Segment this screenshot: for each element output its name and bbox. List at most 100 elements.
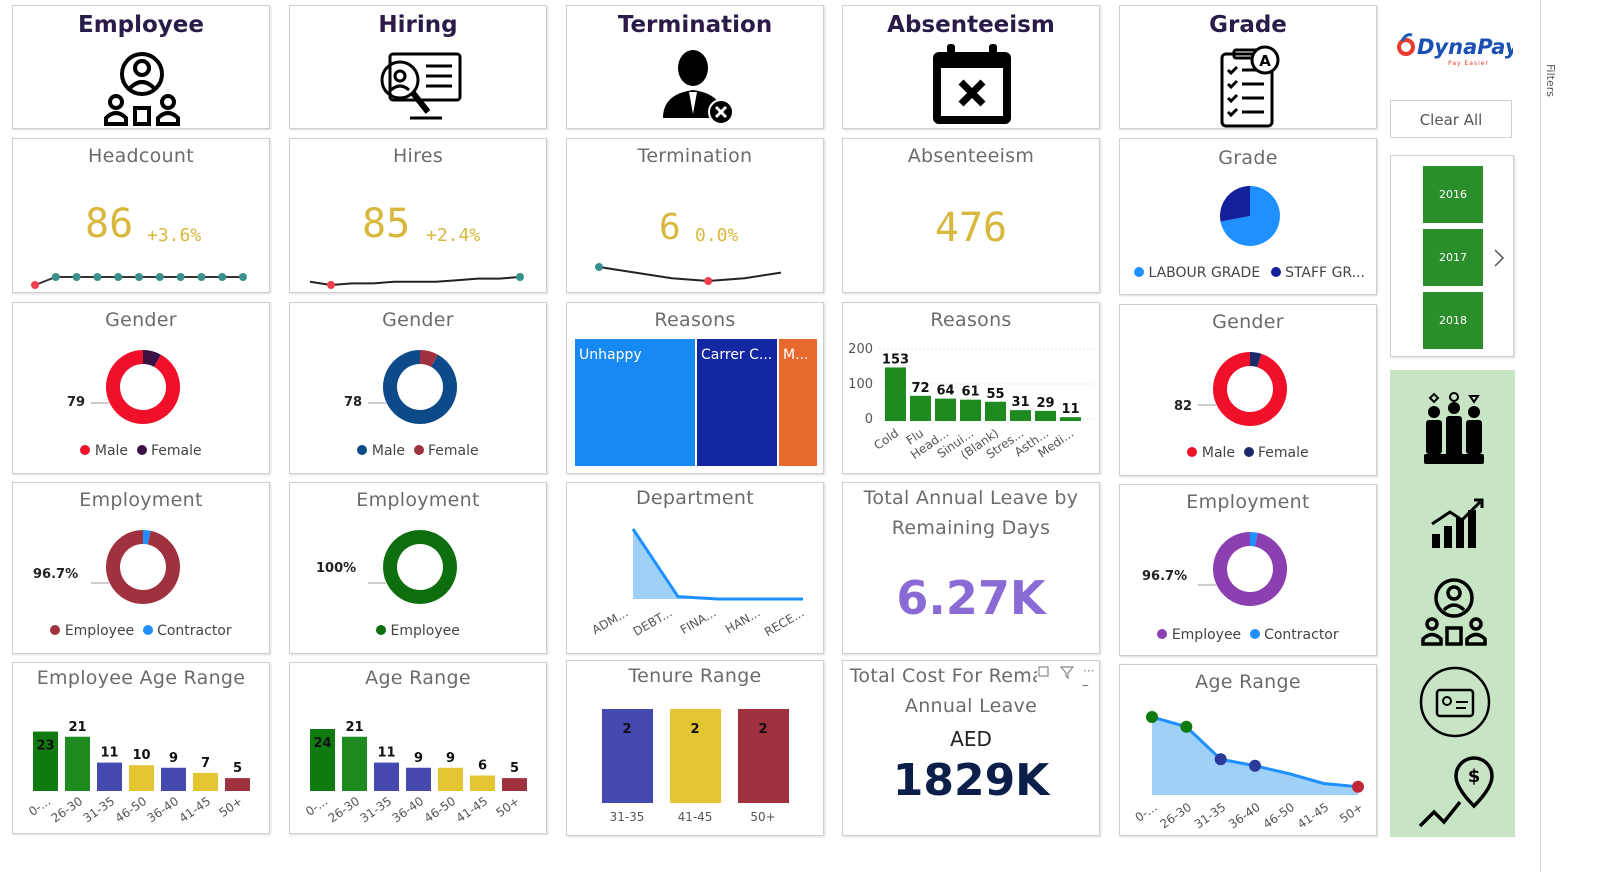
bar [97,762,122,791]
bar [670,709,721,803]
gender-legend: Male Female [290,443,546,459]
gender-legend: Male Female [1120,445,1376,461]
employment-card-hiring[interactable]: Employment 100% Employee [289,482,547,654]
treemap-cell-unhappy[interactable]: Unhappy [575,339,695,466]
growth-chart-icon[interactable] [1390,488,1515,558]
termination-header-card[interactable]: Termination [566,5,824,129]
legend-dot-labour [1134,267,1144,277]
hiring-header-title: Hiring [378,12,458,38]
bar [1010,410,1031,421]
termination-value: 6 [659,207,681,248]
donut-segment [142,350,161,368]
employee-header-card[interactable]: Employee [12,5,270,129]
clear-all-button[interactable]: Clear All [1390,100,1512,138]
leave-cost-card[interactable]: Total Cost For Remaining Annual Leave AE… [842,660,1100,836]
grade-title: Grade [1218,147,1278,169]
employment-card-grade[interactable]: Employment 96.7% Employee Contractor [1119,484,1377,656]
x-tick-label: 31-35 [610,810,645,824]
employee-group-icon[interactable] [1390,570,1515,650]
x-tick-label: FINA... [678,605,719,637]
data-label: 29 [1036,396,1054,411]
gender-donut-label: 82 [1174,399,1193,414]
year-button-2017[interactable]: 2017 [1423,229,1483,286]
legend-female: Female [1257,445,1309,461]
headcount-sparkline [31,273,247,289]
gender-donut-label: 78 [344,395,363,410]
hiring-age-title: Age Range [365,667,471,689]
collapse-arrow-icon[interactable] [1541,0,1561,40]
bar [65,736,90,791]
sparkline-point [218,273,227,281]
termination-reasons-card[interactable]: Reasons Unhappy Carrer C... M... [566,302,824,474]
brand-logo-text: DynaPay [1417,35,1513,59]
grade-header-card[interactable]: Grade A [1119,5,1377,129]
gender-legend: Male Female [13,443,269,459]
legend-male: Male [94,443,129,459]
data-label: 153 [882,352,909,367]
legend-contractor: Contractor [157,623,232,639]
employment-card-employee[interactable]: Employment 96.7% Employee Contractor [12,482,270,654]
x-tick-label: 50+ [1337,800,1366,826]
legend-dot-contractor [142,625,153,635]
bar [470,775,495,791]
sparkline-point [704,277,713,285]
gender-donut-chart [91,350,180,424]
x-tick-label: 31-35 [81,794,118,825]
year-button-2016[interactable]: 2016 [1423,166,1483,223]
grade-card[interactable]: Grade LABOUR GRADE STAFF GR... [1119,138,1377,295]
year-slicer[interactable]: 2016 2017 2018 [1390,155,1514,357]
gender-card-hiring[interactable]: Gender 78 Male Female [289,302,547,474]
data-label: 55 [986,387,1004,402]
hires-card[interactable]: Hires 85 +2.4% [289,138,547,293]
bar [910,395,931,421]
hiring-header-card[interactable]: Hiring [289,5,547,129]
gender-donut-chart [368,350,457,424]
hiring-age-card[interactable]: Age Range 24 0-... 21 26-30 11 31-35 9 36-40 9 46… [289,662,547,834]
people-group-icon[interactable] [1390,390,1515,480]
bar [502,778,527,791]
sparkline-point [155,273,164,281]
gender-card-employee[interactable]: Gender 79 Male Female [12,302,270,474]
filters-pane-strip[interactable]: Filters [1540,0,1561,872]
gender-donut-chart [1198,352,1287,426]
treemap-cell-other[interactable]: M... [779,339,817,466]
employment-donut-label: 96.7% [33,567,79,582]
data-label: 11 [1061,402,1079,417]
sparkline-point [51,273,60,281]
termination-person-icon [663,50,734,125]
hires-sparkline [309,273,524,289]
id-card-icon[interactable] [1390,662,1515,742]
x-tick-label: Cold [871,426,901,453]
gender-card-grade[interactable]: Gender 82 Male Female [1119,304,1377,476]
absenteeism-card[interactable]: Absenteeism 476 [842,138,1100,293]
money-growth-icon[interactable]: $ [1390,752,1515,837]
employee-age-card[interactable]: Employee Age Range 23 0-... 21 26-30 11 31-35… [12,662,270,834]
x-tick-label: 50+ [216,794,245,820]
hiring-age-bar-chart: 240-...2126-301131-35936-40946-50641-455… [303,720,527,825]
absence-reasons-card[interactable]: Reasons 200 100 0 153 Cold 72 Flu 64 Head... 61 Si… [842,302,1100,474]
x-tick-label: 50+ [493,794,522,820]
data-label: 10 [132,748,150,763]
sparkline-point [239,273,247,281]
treemap-cell-career[interactable]: Carrer C... [697,339,777,466]
employment-donut-chart [1198,532,1287,606]
x-tick-label: 41-45 [177,794,214,825]
data-label: 31 [1011,395,1029,410]
termination-card[interactable]: Termination 6 0.0% [566,138,824,293]
x-tick-label: HAN... [723,605,763,636]
x-tick-label: 36-40 [1226,800,1263,831]
year-button-2018[interactable]: 2018 [1423,292,1483,349]
leave-remaining-card[interactable]: Total Annual Leave by Remaining Days 6.2… [842,482,1100,654]
tenure-title: Tenure Range [628,665,762,687]
data-label: 23 [36,739,54,754]
employment-donut-chart [91,530,180,604]
department-card[interactable]: Department ADM... DEBT... FINA... HAN... REC… [566,482,824,654]
tenure-card[interactable]: Tenure Range 2 31-35 2 41-45 2 50+ [566,660,824,836]
legend-dot-female [1243,447,1254,457]
grade-age-card[interactable]: Age Range 0-... 26-30 31-35 36-40 46-50 41-45… [1119,664,1377,836]
headcount-card[interactable]: Headcount 86 +3.6% [12,138,270,293]
reasons-bar-chart: 2001000153Cold72Flu64Head...61Sinui...55… [848,342,1093,462]
donut-segment [1249,532,1258,547]
absenteeism-header-card[interactable]: Absenteeism [842,5,1100,129]
filters-pane-label[interactable]: Filters [1544,64,1557,97]
